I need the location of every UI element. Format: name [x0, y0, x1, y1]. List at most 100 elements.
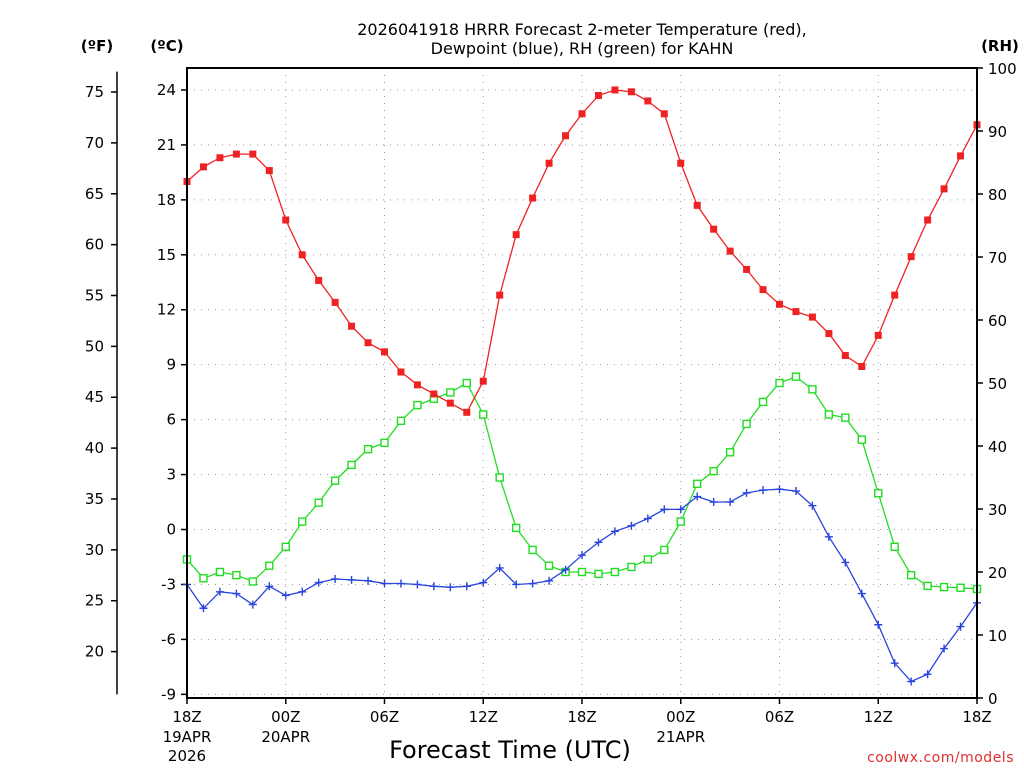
celsius-tick-label: 15: [157, 246, 176, 264]
rh-tick-label: 50: [988, 375, 1007, 393]
dewpoint-point: [298, 587, 307, 596]
temperature-point: [397, 368, 405, 376]
celsius-tick-label: 3: [166, 466, 176, 484]
rh-point: [923, 581, 932, 591]
rh-point: [857, 435, 866, 444]
temperature-point: [479, 377, 487, 385]
fahrenheit-unit-label: (ºF): [81, 37, 113, 55]
temperature-point: [891, 291, 899, 299]
dewpoint-point: [660, 505, 669, 514]
fahrenheit-tick-label: 65: [85, 185, 104, 203]
rh-point: [627, 562, 636, 572]
fahrenheit-tick-label: 35: [85, 490, 104, 508]
dewpoint-point: [693, 492, 702, 501]
credit-text: coolwx.com/models: [867, 750, 1014, 766]
fahrenheit-tick-label: 45: [85, 388, 104, 406]
fahrenheit-axis: 75 70 65 60 55 50 45 40 35 30 25 20: [85, 71, 118, 695]
temperature-point: [940, 185, 948, 193]
dewpoint-point: [364, 576, 373, 585]
temperature-point: [562, 132, 570, 140]
rh-tick-label: 100: [988, 60, 1017, 78]
rh-point: [544, 561, 554, 570]
dewpoint-point: [512, 580, 521, 589]
dewpoint-point: [759, 486, 768, 495]
dewpoint-point: [429, 582, 438, 591]
series-layer: [182, 86, 982, 686]
temperature-point: [907, 253, 915, 261]
fahrenheit-tick-label: 20: [85, 643, 104, 661]
dewpoint-point: [594, 538, 603, 547]
temperature-point: [512, 231, 520, 239]
rh-point: [742, 419, 751, 429]
temperature-point: [496, 291, 504, 299]
dewpoint-point: [923, 670, 932, 679]
temperature-point: [924, 216, 932, 224]
x-tick-label: 06Z: [765, 708, 794, 726]
temperature-point: [232, 150, 240, 158]
plot-frame: [186, 67, 978, 699]
rh-tick-label: 90: [988, 123, 1007, 141]
rh-point: [528, 545, 537, 555]
temperature-point: [282, 216, 290, 224]
temperature-point: [249, 150, 257, 158]
rh-point: [446, 388, 455, 397]
dewpoint-point: [956, 622, 965, 631]
rh-point: [199, 574, 208, 583]
rh-point: [693, 479, 702, 488]
temperature-point: [627, 88, 635, 96]
rh-point: [939, 582, 949, 592]
dewpoint-point: [808, 501, 817, 510]
temperature-point: [315, 276, 323, 284]
celsius-tick-label: 24: [157, 81, 176, 99]
x-axis-title: Forecast Time (UTC): [389, 736, 631, 764]
rh-point: [594, 569, 603, 579]
temperature-point: [199, 163, 207, 171]
temperature-point: [858, 363, 866, 371]
dewpoint-point: [841, 558, 850, 567]
temperature-point: [216, 154, 224, 162]
dewpoint-point: [528, 579, 537, 588]
temperature-point: [841, 352, 849, 360]
rh-point: [479, 410, 488, 419]
dewpoint-point: [742, 488, 751, 497]
dewpoint-point: [248, 600, 257, 609]
dewpoint-point: [857, 589, 866, 598]
celsius-tick-label: 0: [166, 521, 176, 539]
dewpoint-point: [462, 582, 471, 591]
dewpoint-point: [561, 565, 570, 574]
dewpoint-point: [347, 575, 356, 584]
x-tick-date-label: 20APR: [261, 728, 310, 746]
dewpoint-point: [232, 589, 241, 598]
rh-point: [676, 517, 685, 526]
rh-point: [462, 378, 471, 388]
dewpoint-point: [265, 582, 274, 591]
rh-tick-label: 20: [988, 564, 1007, 582]
fahrenheit-tick-label: 75: [85, 83, 104, 101]
rh-point: [758, 397, 768, 407]
rh-point: [215, 567, 225, 577]
celsius-tick-label: 9: [166, 356, 176, 374]
celsius-tick-label: -3: [161, 575, 176, 593]
rh-point: [824, 410, 834, 419]
temperature-point: [463, 408, 471, 416]
rh-tick-label: 60: [988, 312, 1007, 330]
temperature-point: [529, 194, 537, 202]
dewpoint-point: [791, 487, 800, 496]
dewpoint-point: [495, 563, 504, 572]
temperature-point: [792, 308, 800, 316]
rh-point: [890, 542, 899, 551]
rh-point: [775, 378, 784, 388]
rh-point: [874, 489, 883, 498]
rh-point: [330, 476, 340, 485]
dewpoint-point: [199, 604, 208, 613]
rh-point: [791, 372, 801, 381]
temperature-point: [446, 399, 454, 407]
temperature-point: [331, 298, 339, 306]
rh-point: [363, 444, 373, 454]
temperature-point: [677, 159, 685, 167]
rh-point: [281, 542, 290, 551]
temperature-point: [957, 152, 965, 160]
celsius-tick-label: 18: [157, 191, 176, 209]
x-tick-label: 12Z: [864, 708, 893, 726]
